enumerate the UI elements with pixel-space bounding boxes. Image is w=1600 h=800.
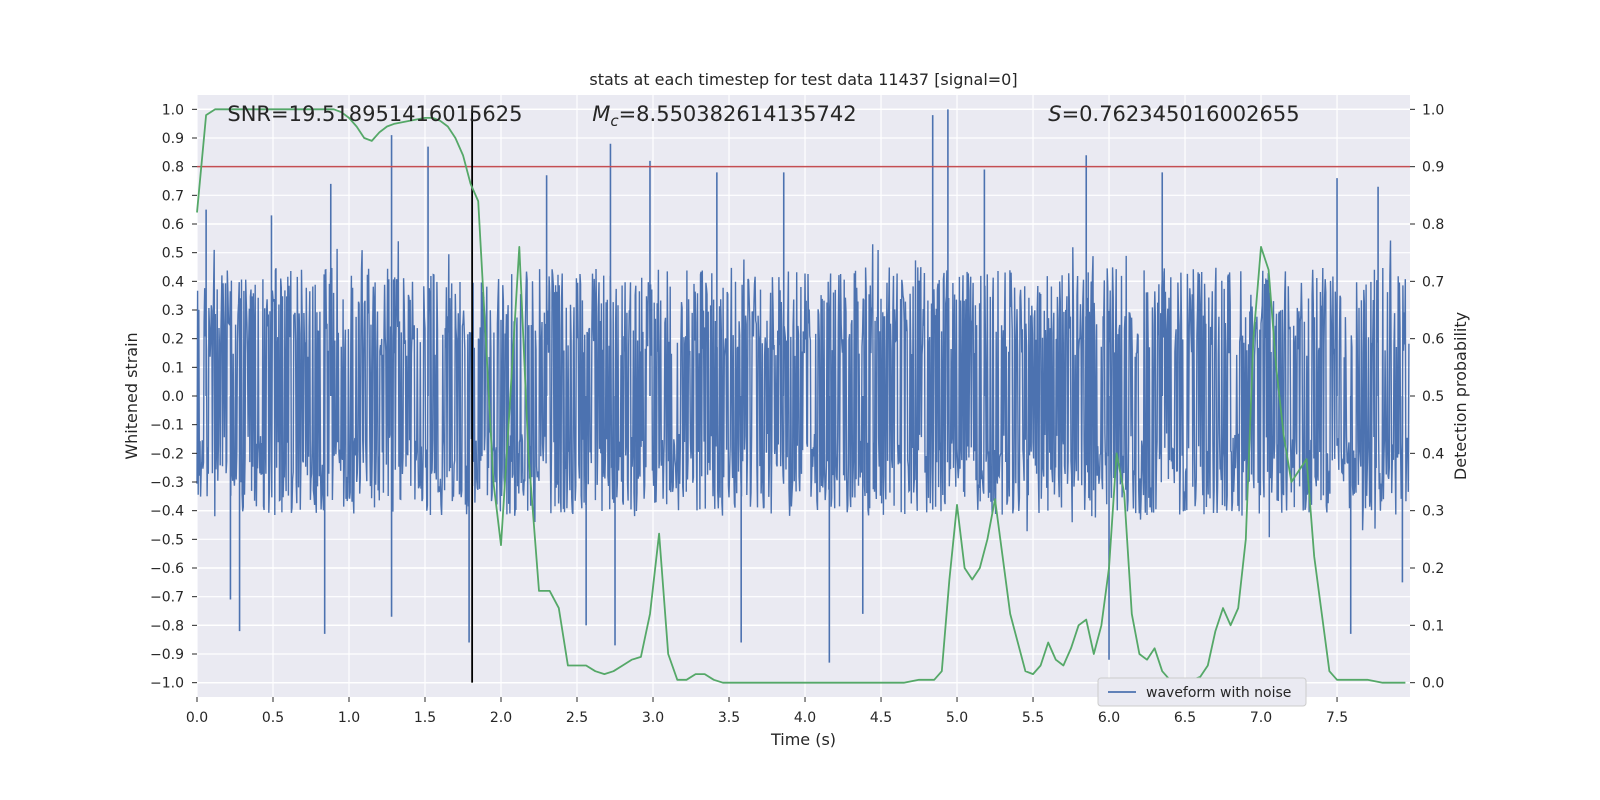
- y2-tick-label-1: 0.9: [1422, 160, 1444, 176]
- y-axis-label: Whitened strain: [122, 332, 141, 459]
- y2-tick-label-5: 0.5: [1422, 389, 1444, 405]
- y2-tick-label-8: 0.2: [1422, 561, 1444, 577]
- y2-axis-ticks: 1.0 0.9 0.8 0.7 0.6 0.5 0.4 0.3 0.2 0.1 0.0: [1410, 102, 1444, 692]
- x-tick-label-5: 2.5: [566, 710, 588, 726]
- waveform-series: [196, 109, 1410, 663]
- y-tick-label-15: −0.5: [150, 532, 184, 548]
- x-tick-label-7: 3.5: [718, 710, 740, 726]
- x-tick-label-11: 5.5: [1022, 710, 1044, 726]
- x-tick-label-15: 7.5: [1326, 710, 1348, 726]
- y-tick-label-3: 0.7: [162, 188, 184, 204]
- y-tick-label-9: 0.1: [162, 360, 184, 376]
- y-tick-label-19: −0.9: [150, 647, 184, 663]
- y-tick-label-20: −1.0: [150, 676, 184, 692]
- y-tick-label-4: 0.6: [162, 217, 184, 233]
- y-tick-label-1: 0.9: [162, 131, 184, 147]
- x-tick-label-13: 6.5: [1174, 710, 1196, 726]
- annotation-2: S=0.762345016002655: [1048, 102, 1299, 126]
- x-tick-label-6: 3.0: [642, 710, 664, 726]
- y-tick-label-6: 0.4: [162, 274, 184, 290]
- waveform-line: [196, 240, 1410, 538]
- detection-probability-series: [196, 108, 1406, 684]
- y-tick-label-0: 1.0: [162, 102, 184, 118]
- y-tick-label-7: 0.3: [162, 303, 184, 319]
- detection-probability-line: [196, 108, 1406, 684]
- y2-tick-label-3: 0.7: [1422, 274, 1444, 290]
- y-tick-label-8: 0.2: [162, 332, 184, 348]
- annotation-0: SNR=19.518951416015625: [227, 102, 522, 126]
- x-axis-label: Time (s): [770, 730, 836, 749]
- x-tick-label-12: 6.0: [1098, 710, 1120, 726]
- x-tick-label-0: 0.0: [186, 710, 208, 726]
- legend-box: [1097, 677, 1307, 707]
- x-tick-label-1: 0.5: [262, 710, 284, 726]
- x-tick-label-10: 5.0: [946, 710, 968, 726]
- y2-axis-label: Detection probability: [1451, 312, 1470, 480]
- legend: waveform with noise: [1097, 677, 1307, 707]
- y-axis-ticks: 1.0 0.9 0.8 0.7 0.6 0.5 0.4 0.3 0.2 0.1 0.0 −0.1 −0.…: [150, 102, 197, 692]
- y-tick-label-13: −0.3: [150, 475, 184, 491]
- y2-tick-label-9: 0.1: [1422, 618, 1444, 634]
- annotations: SNR=19.518951416015625 Mc=8.5503826141357…: [227, 102, 1299, 130]
- y-tick-label-10: 0.0: [162, 389, 184, 405]
- y-tick-label-18: −0.8: [150, 618, 184, 634]
- y2-tick-label-2: 0.8: [1422, 217, 1444, 233]
- y2-tick-label-0: 1.0: [1422, 102, 1444, 118]
- chart-title: stats at each timestep for test data 114…: [589, 70, 1017, 89]
- x-tick-label-14: 7.0: [1250, 710, 1272, 726]
- legend-entry-waveform: waveform with noise: [1146, 685, 1291, 701]
- x-tick-label-9: 4.5: [870, 710, 892, 726]
- y-tick-label-14: −0.4: [150, 504, 184, 520]
- y2-tick-label-10: 0.0: [1422, 676, 1444, 692]
- y-tick-label-2: 0.8: [162, 160, 184, 176]
- x-tick-label-8: 4.0: [794, 710, 816, 726]
- annotation-1: Mc=8.550382614135742: [592, 102, 856, 130]
- y-tick-label-11: −0.1: [150, 418, 184, 434]
- y-tick-label-5: 0.5: [162, 246, 184, 262]
- y2-tick-label-6: 0.4: [1422, 446, 1444, 462]
- y-tick-label-16: −0.6: [150, 561, 184, 577]
- x-tick-label-4: 2.0: [490, 710, 512, 726]
- x-tick-label-2: 1.0: [338, 710, 360, 726]
- y-tick-label-17: −0.7: [150, 590, 184, 606]
- x-tick-label-3: 1.5: [414, 710, 436, 726]
- y2-tick-label-7: 0.3: [1422, 504, 1444, 520]
- y-tick-label-12: −0.2: [150, 446, 184, 462]
- y2-tick-label-4: 0.6: [1422, 332, 1444, 348]
